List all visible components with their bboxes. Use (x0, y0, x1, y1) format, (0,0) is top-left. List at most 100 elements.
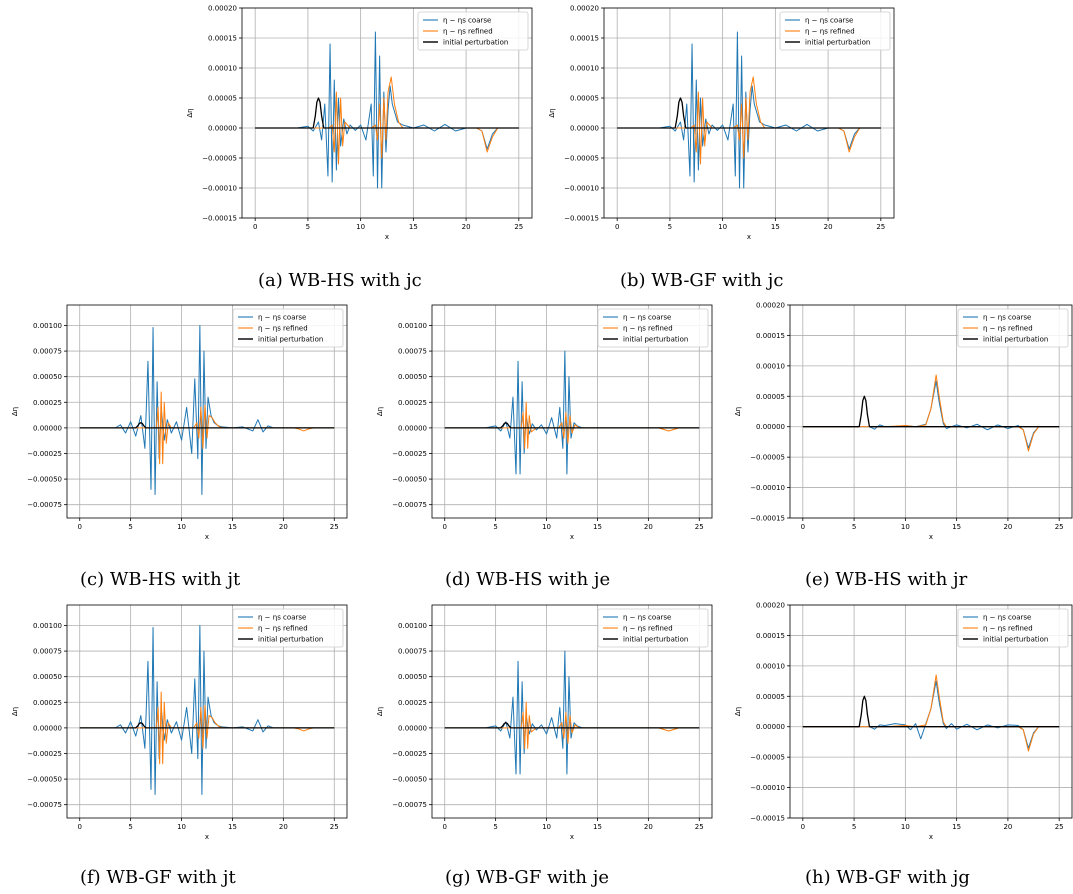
x-axis-label: x (205, 533, 209, 541)
y-tick-label: 0.00020 (756, 302, 785, 310)
y-tick-label: 0.00000 (208, 125, 237, 133)
legend-label: initial perturbation (623, 636, 688, 644)
x-tick-label: 10 (356, 223, 365, 231)
legend-label: η − ηs refined (623, 625, 673, 633)
x-tick-label: 20 (279, 523, 288, 531)
legend-label: η − ηs coarse (805, 17, 853, 25)
y-tick-label: 0.00015 (208, 35, 237, 43)
series-line-coarse (802, 680, 1060, 749)
y-tick-label: 0.00005 (756, 393, 785, 401)
y-tick-label: 0.00100 (398, 322, 427, 330)
y-tick-label: −0.00050 (392, 776, 427, 784)
y-tick-label: 0.00015 (570, 35, 599, 43)
subfigure-caption: (a) WB-HS with jc (258, 270, 422, 291)
legend-label: initial perturbation (443, 39, 508, 47)
subplot-b: 0 5 10 15 20 25 −0.00015 −0.00010 −0.00005 0.0000… (548, 5, 895, 291)
x-tick-label: 20 (462, 223, 471, 231)
y-axis-label: Δη (11, 707, 19, 716)
series-line-initial (617, 97, 881, 129)
y-tick-label: −0.00005 (750, 754, 785, 762)
y-tick-label: 0.00000 (33, 424, 62, 432)
subplot-h: 0 5 10 15 20 25 −0.00015 −0.00010 −0.00005 0.0000… (734, 602, 1073, 888)
axes-frame (431, 604, 713, 819)
y-tick-label: 0.00020 (570, 5, 599, 13)
series-line-coarse (444, 650, 700, 775)
y-tick-label: −0.00025 (27, 450, 62, 458)
x-tick-label: 10 (901, 523, 910, 531)
legend-label: η − ηs refined (805, 28, 855, 36)
x-tick-label: 20 (1003, 823, 1012, 831)
y-tick-label: 0.00010 (756, 362, 785, 370)
x-tick-label: 15 (228, 823, 237, 831)
legend-label: η − ηs coarse (983, 614, 1031, 622)
y-tick-label: −0.00015 (750, 815, 785, 823)
x-tick-label: 5 (306, 223, 310, 231)
y-axis-label: Δη (734, 707, 742, 716)
y-tick-label: 0.00000 (33, 724, 62, 732)
x-axis-label: x (205, 833, 209, 841)
legend-label: η − ηs coarse (443, 17, 491, 25)
y-tick-label: −0.00005 (202, 155, 237, 163)
x-tick-label: 20 (824, 223, 833, 231)
series-line-coarse (617, 31, 881, 189)
legend-label: initial perturbation (983, 636, 1048, 644)
y-tick-label: 0.00005 (208, 95, 237, 103)
y-tick-label: 0.00015 (756, 632, 785, 640)
axes-frame (603, 7, 895, 219)
series-line-refined (802, 674, 1060, 752)
y-tick-label: −0.00005 (750, 454, 785, 462)
axes-frame (431, 304, 713, 519)
x-axis-label: x (929, 833, 933, 841)
y-axis-label: Δη (11, 407, 19, 416)
y-tick-label: 0.00050 (33, 673, 62, 681)
legend: η − ηs coarse η − ηs refined initial pertu… (232, 608, 344, 648)
x-tick-label: 20 (279, 823, 288, 831)
y-tick-label: −0.00010 (564, 185, 599, 193)
x-tick-label: 20 (644, 823, 653, 831)
subplot-d: 0 5 10 15 20 25 −0.00075 −0.00050 −0.00025 0.0000… (376, 304, 713, 590)
subplot-e: 0 5 10 15 20 25 −0.00015 −0.00010 −0.00005 0.0000… (734, 302, 1073, 590)
y-tick-label: 0.00100 (33, 322, 62, 330)
series-line-initial (79, 722, 335, 729)
y-tick-label: 0.00020 (756, 602, 785, 610)
x-axis-label: x (385, 233, 389, 241)
y-tick-label: −0.00050 (27, 476, 62, 484)
x-tick-label: 15 (409, 223, 418, 231)
y-tick-label: −0.00075 (27, 501, 62, 509)
legend-label: η − ηs coarse (258, 314, 306, 322)
axes-frame (241, 7, 533, 219)
y-axis-label: Δη (548, 108, 556, 117)
x-tick-label: 20 (1003, 523, 1012, 531)
y-tick-label: 0.00010 (208, 65, 237, 73)
y-tick-label: 0.00025 (33, 699, 62, 707)
y-tick-label: 0.00000 (398, 424, 427, 432)
x-tick-label: 0 (442, 523, 446, 531)
x-tick-label: 15 (228, 523, 237, 531)
legend-label: η − ηs refined (983, 325, 1033, 333)
y-tick-label: −0.00010 (202, 185, 237, 193)
y-tick-label: −0.00050 (392, 476, 427, 484)
x-tick-label: 0 (801, 823, 805, 831)
y-tick-label: 0.00000 (756, 423, 785, 431)
x-axis-label: x (929, 533, 933, 541)
y-tick-label: −0.00015 (750, 515, 785, 523)
subfigure-caption: (f) WB-GF with jt (80, 867, 236, 888)
x-tick-label: 15 (771, 223, 780, 231)
y-tick-label: 0.00015 (756, 332, 785, 340)
legend-label: η − ηs refined (623, 325, 673, 333)
subplot-c: 0 5 10 15 20 25 −0.00075 −0.00050 −0.00025 0.0000… (11, 304, 348, 590)
y-tick-label: 0.00000 (570, 125, 599, 133)
y-tick-label: −0.00050 (27, 776, 62, 784)
y-tick-label: 0.00025 (398, 699, 427, 707)
y-tick-label: 0.00075 (398, 648, 427, 656)
x-tick-label: 0 (442, 823, 446, 831)
y-tick-label: −0.00010 (750, 784, 785, 792)
y-tick-label: 0.00025 (33, 399, 62, 407)
x-tick-label: 15 (952, 523, 961, 531)
y-tick-label: 0.00050 (33, 373, 62, 381)
y-tick-label: 0.00050 (398, 673, 427, 681)
x-tick-label: 10 (901, 823, 910, 831)
x-tick-label: 20 (644, 523, 653, 531)
series-line-initial (444, 722, 700, 729)
